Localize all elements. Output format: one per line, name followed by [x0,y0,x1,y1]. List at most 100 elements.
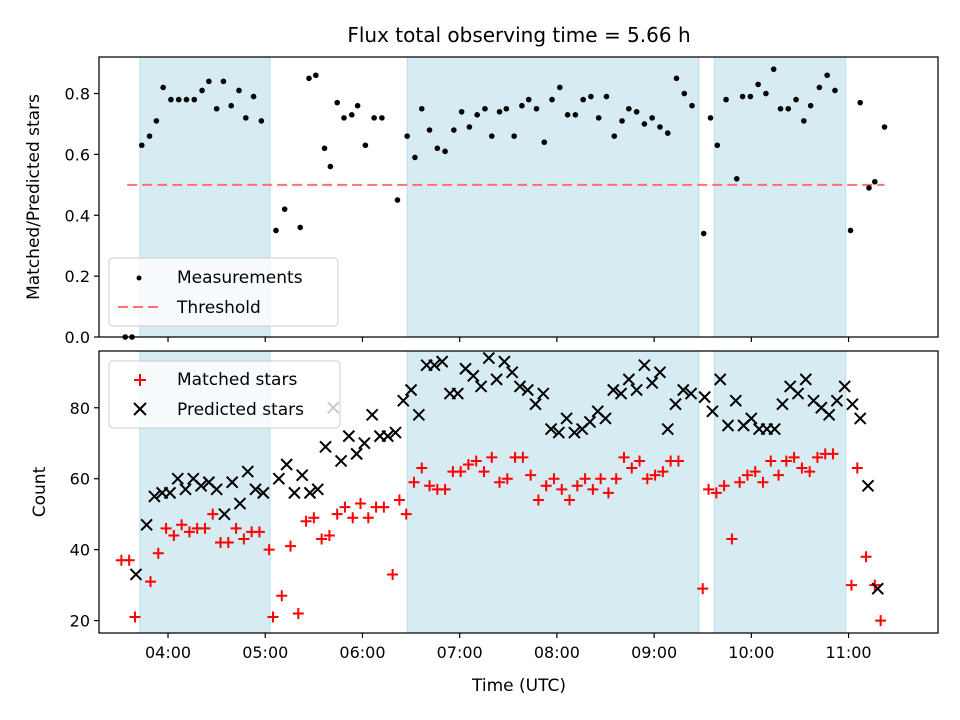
matched-star-point [152,547,164,559]
predicted-star-point [568,426,581,439]
top-legend: Measurements Threshold [108,257,339,327]
predicted-star-point [583,415,597,429]
matched-star-point [424,480,436,492]
shaded-interval-3 [713,56,847,338]
matched-star-point [796,462,808,474]
predicted-star-point [614,387,628,400]
predicted-stars-points [129,351,884,595]
predicted-star-point [482,351,496,365]
measurement-point [664,130,671,136]
predicted-star-point [257,486,270,500]
measurement-point [348,112,355,118]
predicted-star-point [661,422,674,436]
bottom-ytick-label: 20 [70,612,90,631]
matched-star-point [455,466,467,478]
measurement-point [488,133,495,139]
measurement-point [714,142,721,149]
xtick-label: 10:00 [728,643,774,662]
measurement-point [281,206,288,212]
measurement-point [847,227,854,234]
matched-star-point [672,455,684,467]
measurement-point [549,96,555,103]
top-axes-frame [98,56,939,338]
predicted-star-point [838,380,851,393]
measurement-point [341,115,347,121]
measurement-point [619,118,625,124]
measurement-point [321,145,328,152]
predicted-star-point [607,383,620,397]
matched-star-point [845,579,857,591]
matched-star-point [347,512,359,524]
measurement-point [434,145,441,152]
matched-stars-points [115,448,887,627]
matched-star-point [811,451,823,463]
measurement-point [327,163,334,170]
measurement-point [801,118,807,124]
xtick-label: 06:00 [339,643,385,662]
predicted-star-point [560,412,573,425]
matched-star-point [860,551,872,563]
predicted-star-point [776,398,789,411]
predicted-star-point [638,358,651,372]
measurement-point [213,105,220,112]
legend-predicted-label: Predicted stars [177,400,304,420]
top-ytick-label: 0.6 [65,145,90,164]
matched-star-point [734,476,746,488]
predicted-star-point [822,408,836,422]
chart-title: Flux total observing time = 5.66 h [347,23,690,47]
bottom-legend: Matched stars Predicted stars [108,360,341,429]
measurement-point [641,121,648,127]
predicted-star-point [397,394,410,407]
measurement-point [394,197,401,203]
measurement-point [733,175,740,182]
matched-star-point [362,512,374,524]
bottom-ytick-label: 80 [70,399,90,418]
predicted-star-point [846,398,859,411]
measurement-point [160,84,166,91]
measurement-point [458,108,465,115]
measurement-point [191,96,198,103]
measurement-point [673,75,680,82]
matched-star-point [316,533,328,545]
measurement-point [739,93,746,100]
top-ytick-label: 0.0 [65,328,90,347]
matched-star-point [634,455,646,467]
matched-star-point [788,451,800,463]
measurement-point [258,118,265,124]
predicted-star-point [350,447,363,461]
matched-star-point [331,508,343,520]
measurement-point [503,105,510,112]
measurement-point [175,96,182,103]
matched-star-point [462,459,474,471]
predicted-star-point [249,483,262,496]
predicted-star-point [412,408,426,422]
predicted-star-point [210,483,223,496]
top-panel: 0.00.20.40.60.8 Matched/Predicted stars … [24,56,939,347]
measurement-point [824,72,830,79]
legend-matched-label: Matched stars [177,370,297,390]
predicted-star-point [342,429,356,443]
matched-star-point [494,476,506,488]
measurement-point [451,127,457,133]
shaded-interval-3 [713,350,847,634]
legend-measurements-marker [136,275,142,281]
predicted-star-point [140,518,153,532]
measurement-point [412,154,418,161]
matched-star-point [285,540,297,552]
matched-star-point [393,494,405,506]
measurement-point [626,105,632,112]
bottom-legend-box [108,360,341,429]
predicted-star-point [498,355,511,368]
predicted-star-point [358,437,371,450]
matched-star-point [697,583,709,595]
predicted-star-point [129,568,143,581]
measurement-point [519,102,525,109]
matched-star-point [875,615,887,627]
measurement-point [306,75,312,82]
predicted-star-point [490,373,503,386]
predicted-star-point [861,479,875,492]
measurement-point [474,112,480,118]
matched-star-point [378,501,390,513]
predicted-star-point [537,387,550,400]
